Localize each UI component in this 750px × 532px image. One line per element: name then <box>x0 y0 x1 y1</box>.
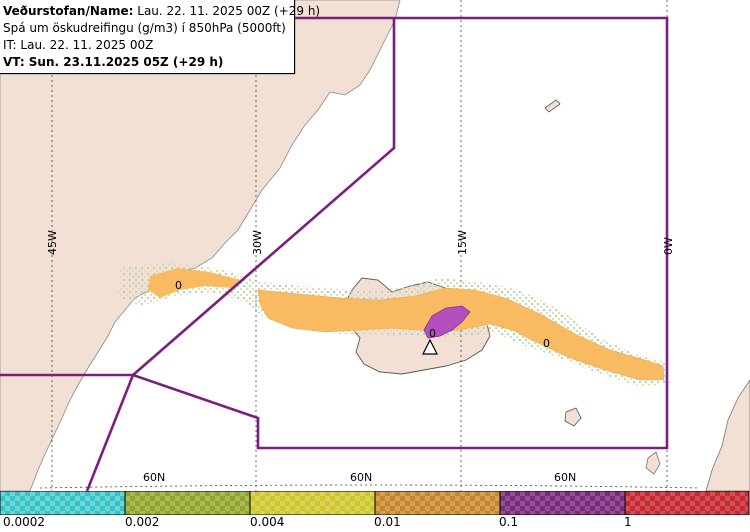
greenland-landmass <box>0 0 401 491</box>
run-time: Lau. 22. 11. 2025 00Z (+29 h) <box>137 4 321 18</box>
latitude-label: 60N <box>143 471 165 484</box>
legend-label: 0.002 <box>125 515 160 529</box>
legend-label: 0.1 <box>499 515 519 529</box>
volcano-marker <box>422 338 438 355</box>
latitude-label: 60N <box>350 471 372 484</box>
product-description: Spá um öskudreifingu (g/m3) í 850hPa (50… <box>3 21 286 35</box>
legend-swatch-2 <box>249 491 376 515</box>
faroe-islands <box>564 407 582 427</box>
legend-label: 1 <box>624 515 632 529</box>
valid-time: VT: Sun. 23.11.2025 05Z (+29 h) <box>3 55 224 69</box>
longitude-label: 45W <box>46 230 59 255</box>
contour-label: 0 <box>429 327 436 340</box>
legend-colorbar <box>0 491 750 515</box>
concentration-legend: 0.0002 0.002 0.004 0.01 0.1 1 <box>0 491 750 532</box>
longitude-label: 0W <box>662 237 675 255</box>
legend-label: 0.004 <box>250 515 285 529</box>
legend-swatch-5 <box>624 491 750 515</box>
fir-boundary <box>0 16 669 491</box>
legend-label: 0.01 <box>374 515 401 529</box>
legend-label: 0.0002 <box>3 515 45 529</box>
run-line: Veðurstofan/Name: Lau. 22. 11. 2025 00Z … <box>3 3 320 20</box>
legend-swatch-0 <box>0 491 126 515</box>
ash-flecks-greenland <box>148 268 240 298</box>
forecast-info-box: Veðurstofan/Name: Lau. 22. 11. 2025 00Z … <box>0 0 320 74</box>
shetland-island <box>645 451 661 475</box>
ash-plume-main <box>257 287 665 381</box>
contour-label: 0 <box>175 279 182 292</box>
legend-swatch-3 <box>374 491 501 515</box>
org-label: Veðurstofan/Name: <box>3 4 134 18</box>
jan-mayen-island <box>544 99 561 113</box>
contour-label: 0 <box>543 337 550 350</box>
issue-time: IT: Lau. 22. 11. 2025 00Z <box>3 38 154 52</box>
scandinavia-landmass <box>705 379 750 491</box>
map-canvas: 0 0 0 45W 30W 15W 0W 60N 60N 60N <box>0 0 750 491</box>
legend-swatch-4 <box>499 491 626 515</box>
legend-swatch-1 <box>124 491 251 515</box>
longitude-label: 15W <box>456 230 469 255</box>
latitude-label: 60N <box>554 471 576 484</box>
longitude-label: 30W <box>251 230 264 255</box>
ash-core-heavy <box>423 305 471 339</box>
